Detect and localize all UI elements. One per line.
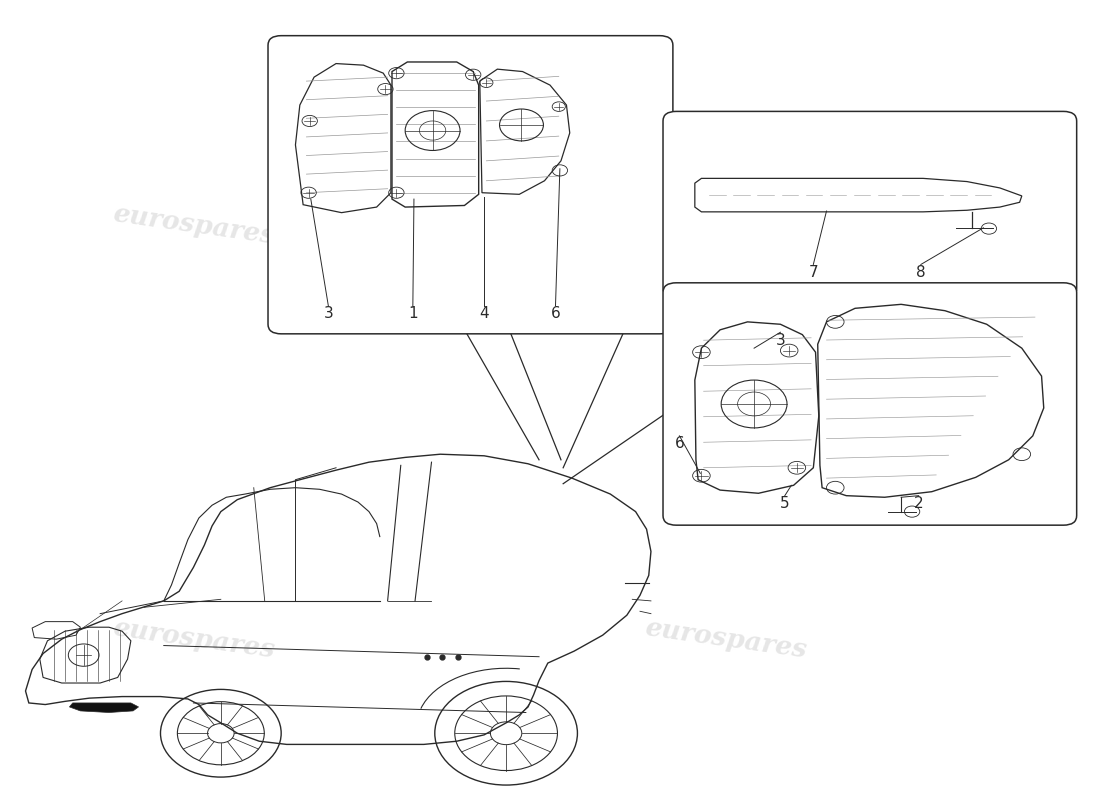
Text: 2: 2 xyxy=(914,496,924,511)
Text: eurospares: eurospares xyxy=(642,201,808,248)
FancyBboxPatch shape xyxy=(663,111,1077,298)
Text: 8: 8 xyxy=(916,265,926,280)
Text: eurospares: eurospares xyxy=(111,615,276,663)
Text: 3: 3 xyxy=(776,333,785,348)
Text: 6: 6 xyxy=(674,436,684,451)
Text: 4: 4 xyxy=(480,306,490,322)
FancyBboxPatch shape xyxy=(663,283,1077,525)
Text: 3: 3 xyxy=(323,306,333,322)
Text: eurospares: eurospares xyxy=(827,405,914,430)
Text: 7: 7 xyxy=(808,265,818,280)
Polygon shape xyxy=(69,703,139,713)
FancyBboxPatch shape xyxy=(268,36,673,334)
Text: 6: 6 xyxy=(551,306,560,322)
Text: eurospares: eurospares xyxy=(642,615,808,663)
Text: eurospares: eurospares xyxy=(827,184,914,210)
Text: 5: 5 xyxy=(780,496,790,511)
Text: 1: 1 xyxy=(408,306,418,322)
Text: eurospares: eurospares xyxy=(111,201,276,248)
